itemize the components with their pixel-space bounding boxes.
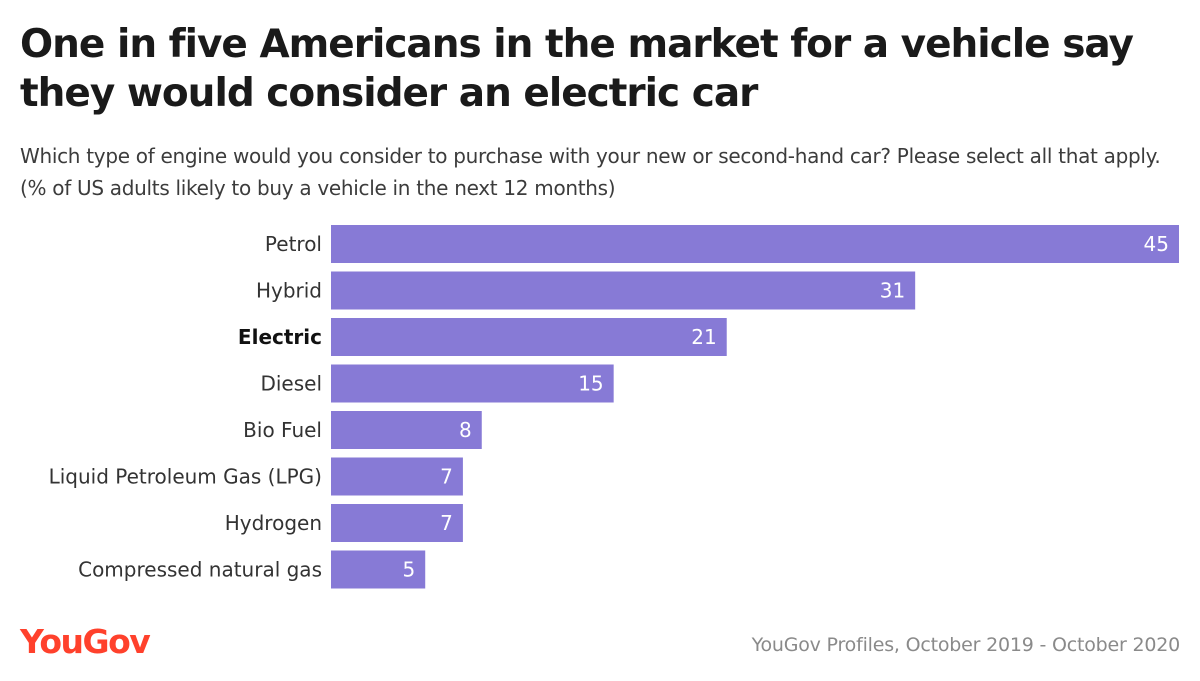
category-label-petrol: Petrol <box>265 232 322 256</box>
value-label-hydrogen: 7 <box>440 511 453 535</box>
category-label-hybrid: Hybrid <box>256 279 322 303</box>
chart-subtitle: Which type of engine would you consider … <box>20 144 1161 200</box>
bar-electric <box>331 318 727 356</box>
bars-group: Petrol 45 Hybrid 31 Electric 21 Diesel 15 Bio Fu… <box>49 225 1179 589</box>
value-label-diesel: 15 <box>578 372 603 396</box>
bar-petrol <box>331 225 1179 263</box>
bar-compressed-natural-gas <box>331 550 426 589</box>
bar-diesel <box>331 364 614 403</box>
bar-liquid-petroleum-gas-lpg <box>331 457 463 496</box>
category-label-bio-fuel: Bio Fuel <box>243 418 322 442</box>
bar-hydrogen <box>331 504 463 542</box>
chart-title: One in five Americans in the market for … <box>20 22 1134 116</box>
yougov-logo: YouGov <box>20 622 151 661</box>
category-label-diesel: Diesel <box>260 372 322 396</box>
category-label-hydrogen: Hydrogen <box>225 511 322 535</box>
bar-bio-fuel <box>331 411 482 449</box>
value-label-bio-fuel: 8 <box>459 418 472 442</box>
bar-hybrid <box>331 271 916 310</box>
category-label-liquid-petroleum-gas-lpg: Liquid Petroleum Gas (LPG) <box>49 465 322 489</box>
category-label-compressed-natural-gas: Compressed natural gas <box>78 558 322 582</box>
value-label-electric: 21 <box>691 325 716 349</box>
value-label-liquid-petroleum-gas-lpg: 7 <box>440 465 453 489</box>
value-label-petrol: 45 <box>1144 232 1169 256</box>
category-label-electric: Electric <box>238 325 322 349</box>
source-note: YouGov Profiles, October 2019 - October … <box>751 634 1181 656</box>
value-label-hybrid: 31 <box>880 279 905 303</box>
value-label-compressed-natural-gas: 5 <box>402 558 415 582</box>
